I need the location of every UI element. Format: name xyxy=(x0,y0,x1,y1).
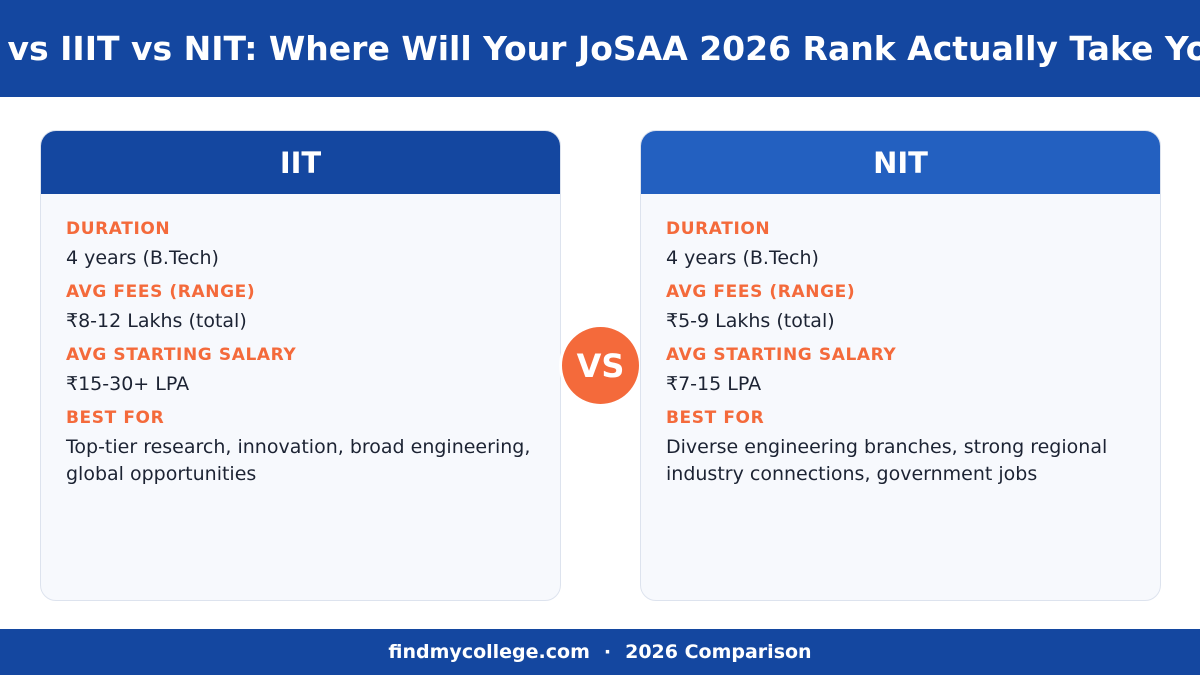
vs-badge: VS xyxy=(559,324,642,407)
field-label-fees: AVG FEES (RANGE) xyxy=(66,282,256,302)
field-value-salary: ₹7-15 LPA xyxy=(666,373,762,395)
card-heading: NIT xyxy=(641,131,1160,194)
field-label-fees: AVG FEES (RANGE) xyxy=(666,282,856,302)
title-bar: IIT vs IIIT vs NIT: Where Will Your JoSA… xyxy=(0,0,1200,97)
field-value-fees: ₹5-9 Lakhs (total) xyxy=(666,310,835,332)
field-label-salary: AVG STARTING SALARY xyxy=(66,345,297,365)
field-label-best-for: BEST FOR xyxy=(666,408,765,428)
footer-site: findmycollege.com xyxy=(388,641,590,663)
field-label-salary: AVG STARTING SALARY xyxy=(666,345,897,365)
footer-bar: findmycollege.com · 2026 Comparison xyxy=(0,629,1200,675)
footer-tagline: 2026 Comparison xyxy=(625,641,812,663)
field-value-duration: 4 years (B.Tech) xyxy=(666,247,819,269)
iit-card: IIT DURATION 4 years (B.Tech) AVG FEES (… xyxy=(40,130,561,601)
nit-card: NIT DURATION 4 years (B.Tech) AVG FEES (… xyxy=(640,130,1161,601)
field-value-fees: ₹8-12 Lakhs (total) xyxy=(66,310,247,332)
card-body: DURATION 4 years (B.Tech) AVG FEES (RANG… xyxy=(41,194,560,488)
card-body: DURATION 4 years (B.Tech) AVG FEES (RANG… xyxy=(641,194,1160,488)
field-value-best-for: Diverse engineering branches, strong reg… xyxy=(666,436,1108,485)
field-value-best-for: Top-tier research, innovation, broad eng… xyxy=(66,436,531,485)
field-label-duration: DURATION xyxy=(66,219,171,239)
page-title: IIT vs IIIT vs NIT: Where Will Your JoSA… xyxy=(0,29,1200,68)
footer-separator: · xyxy=(603,641,612,663)
card-heading: IIT xyxy=(41,131,560,194)
field-value-salary: ₹15-30+ LPA xyxy=(66,373,190,395)
field-value-duration: 4 years (B.Tech) xyxy=(66,247,219,269)
field-label-best-for: BEST FOR xyxy=(66,408,165,428)
field-label-duration: DURATION xyxy=(666,219,771,239)
